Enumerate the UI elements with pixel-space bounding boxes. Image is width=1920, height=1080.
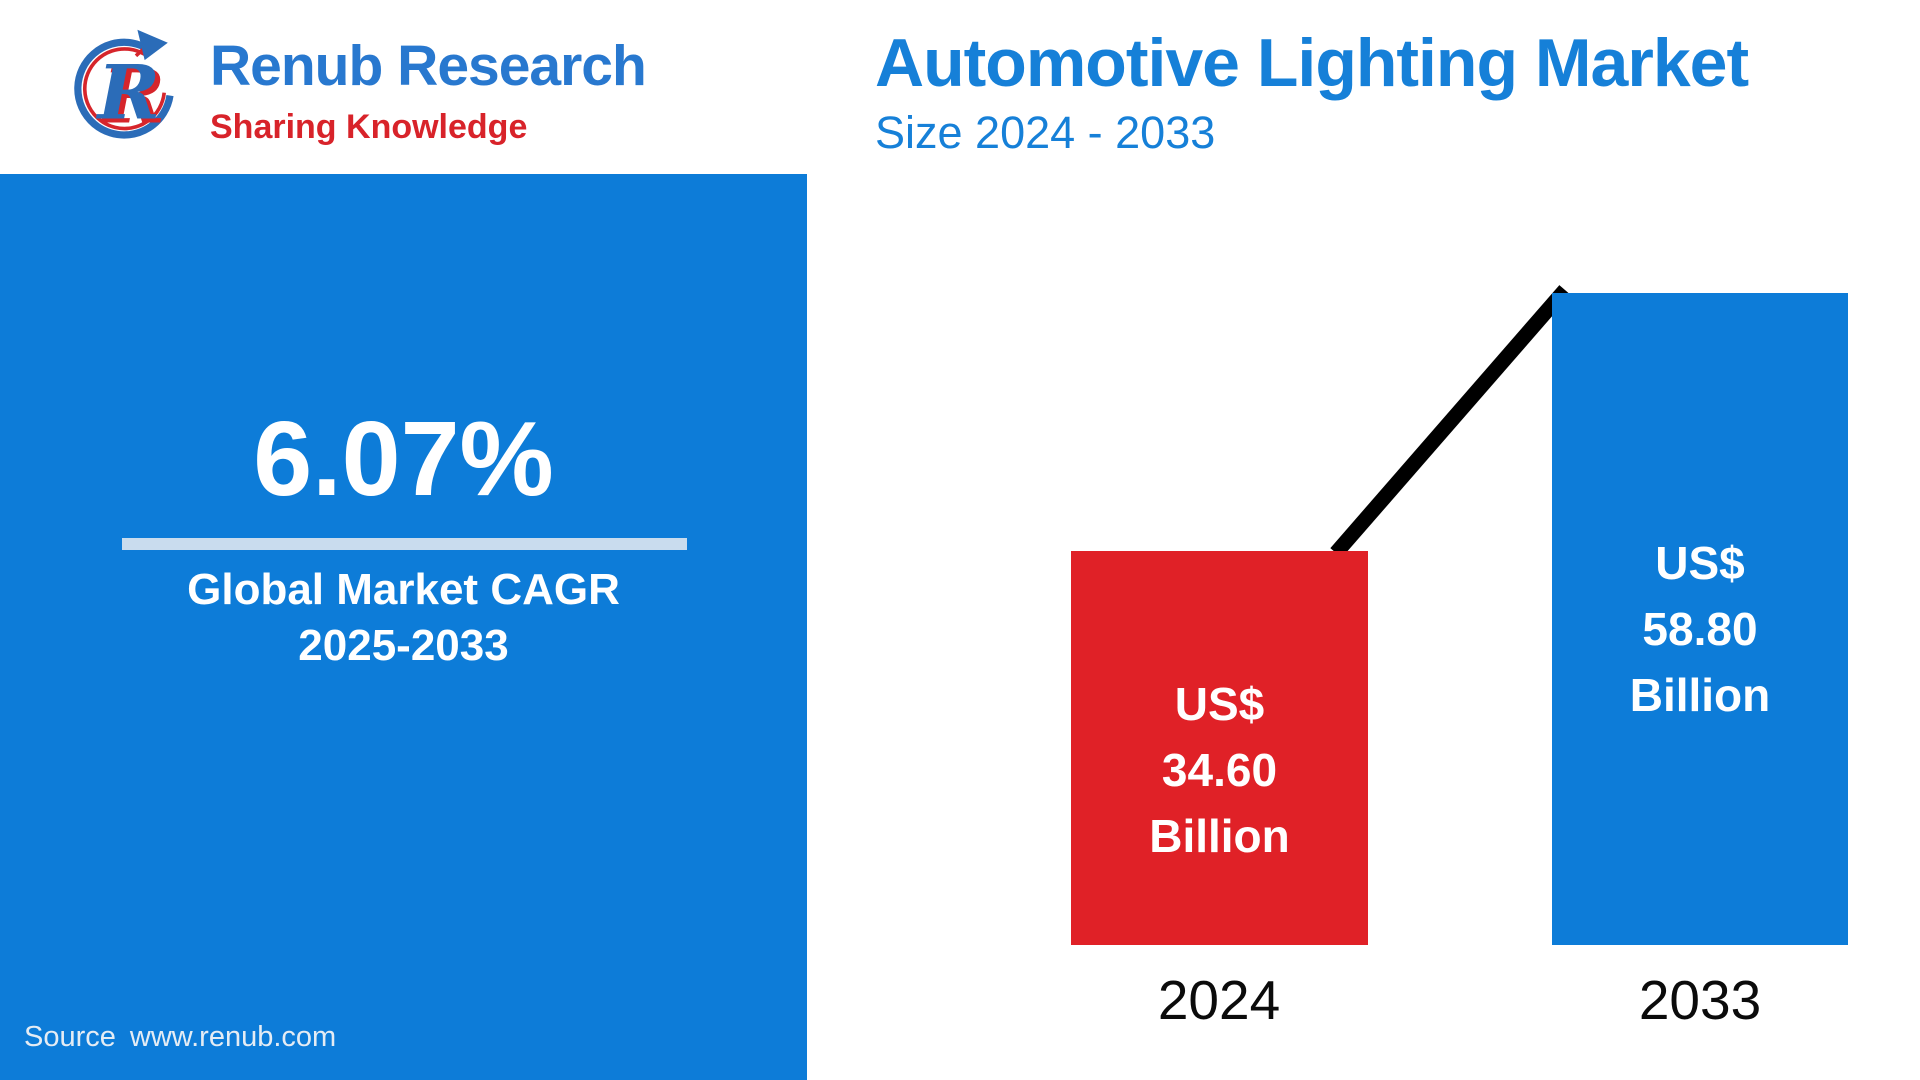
source-line: Source www.renub.com: [24, 1021, 336, 1054]
bar-2033-value-line1: US$: [1655, 537, 1745, 589]
page-subtitle: Size 2024 - 2033: [875, 107, 1216, 159]
year-label-2033: 2033: [1638, 969, 1762, 1031]
bar-2033: US$ 58.80 Billion: [1552, 293, 1848, 945]
bar-2024-value: US$ 34.60 Billion: [1149, 671, 1290, 869]
bar-2024-value-line2: 34.60: [1161, 744, 1278, 796]
cagr-panel: 6.07% Global Market CAGR 2025-2033 Sourc…: [0, 174, 807, 1080]
cagr-value: 6.07%: [253, 400, 554, 518]
year-label-2024: 2024: [1157, 969, 1281, 1031]
renub-logo-icon: R R: [74, 29, 174, 140]
brand-text: Renub Research Sharing Knowledge: [210, 34, 647, 147]
bar-2024-value-line1: US$: [1174, 678, 1265, 730]
source-url: www.renub.com: [129, 1021, 337, 1053]
header-titles: Automotive Lighting Market Size 2024 - 2…: [875, 25, 1875, 159]
svg-text:R: R: [101, 51, 166, 140]
bar-2033-value: US$ 58.80 Billion: [1630, 530, 1771, 728]
growth-connector-line: [1330, 285, 1571, 558]
bar-2033-value-line3: Billion: [1629, 669, 1771, 721]
svg-text:R: R: [96, 48, 161, 137]
brand-name: Renub Research: [210, 34, 647, 98]
bar-2033-value-line2: 58.80: [1642, 603, 1758, 655]
cagr-label: Global Market CAGR: [187, 565, 620, 614]
page-title: Automotive Lighting Market: [875, 25, 1749, 101]
brand-block: R R Renub Research Sharing Knowledge: [52, 18, 647, 150]
cagr-years: 2025-2033: [298, 621, 509, 670]
bar-2024: US$ 34.60 Billion: [1071, 551, 1368, 945]
bar-2024-value-line3: Billion: [1149, 810, 1290, 862]
source-label: Source: [24, 1021, 116, 1053]
brand-tagline: Sharing Knowledge: [210, 108, 528, 146]
cagr-divider: [122, 538, 687, 550]
